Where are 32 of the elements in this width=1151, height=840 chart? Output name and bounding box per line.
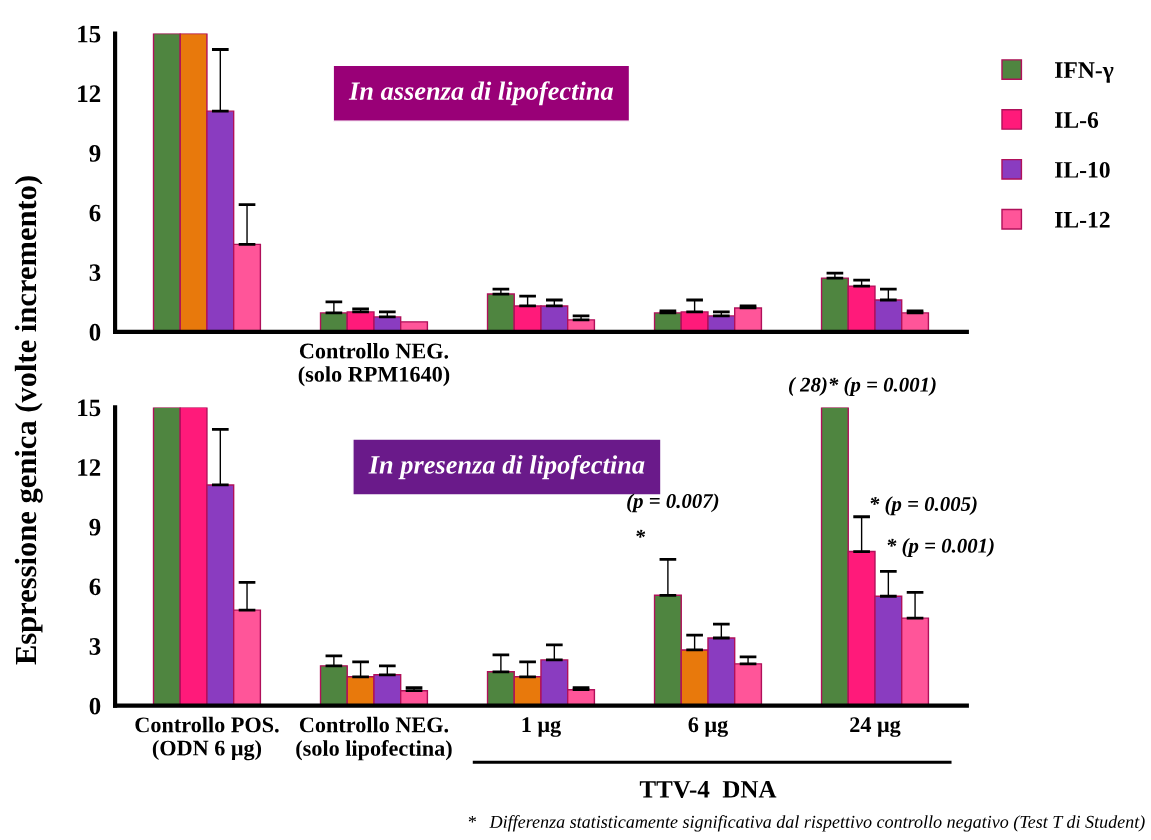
x-tick-label: Controllo NEG. (solo RPM1640) — [298, 342, 450, 387]
y-axis-title: Espressione genica (volte incremento) — [14, 176, 43, 665]
y-tick-label: 6 — [89, 578, 101, 596]
legend-label: IL-10 — [1055, 161, 1110, 178]
y-tick-label: 9 — [89, 518, 101, 536]
legend-label: IFN-γ — [1055, 62, 1114, 83]
y-tick-label: 9 — [89, 145, 101, 162]
text: In presenza di lipofectina — [368, 454, 645, 480]
y-tick-label: 3 — [89, 638, 101, 655]
y-tick-label: 12 — [78, 85, 101, 102]
y-tick-label: 3 — [89, 264, 101, 282]
y-tick-label: 12 — [78, 459, 101, 476]
text: * Differenza statisticamente significativa dal rispettivo controllo negativo (Test T di Student) — [468, 815, 1145, 832]
x-tick-label: Controllo NEG. (solo lipofectina) — [296, 716, 452, 761]
legend-label: IL-6 — [1055, 112, 1099, 128]
x-tick-label: 24 μg — [850, 717, 901, 737]
y-tick-label: 0 — [89, 323, 101, 341]
annotation: * (p = 0.001) — [887, 538, 994, 557]
annotation: * (p = 0.005) — [870, 496, 977, 516]
legend-label: IL-12 — [1055, 211, 1110, 228]
text: TTV-4 DNA — [639, 780, 777, 798]
x-tick-label: Controllo POS. (ODN 6 μg) — [135, 716, 279, 761]
annotation: * — [636, 529, 646, 538]
y-tick-label: 0 — [89, 697, 101, 715]
annotation: (p = 0.007) — [627, 493, 719, 513]
x-tick-label: 6 μg — [688, 717, 728, 737]
y-tick-label: 15 — [78, 25, 101, 43]
y-tick-label: 6 — [89, 204, 101, 222]
text: In assenza di lipofectina — [348, 81, 614, 106]
text: ( 28)* (p = 0.001) — [789, 377, 936, 396]
x-tick-label: 1 μg — [522, 717, 561, 737]
y-tick-label: 15 — [78, 399, 101, 417]
